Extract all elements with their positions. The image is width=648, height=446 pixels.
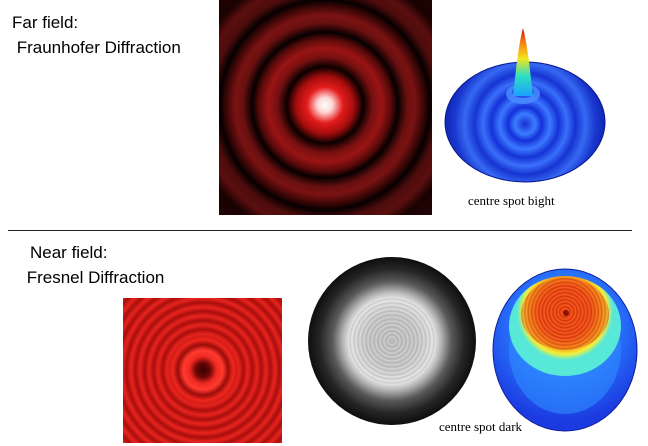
near-field-title: Near field: (30, 243, 108, 262)
fresnel-pattern-image (123, 298, 282, 443)
surface-disc (445, 62, 605, 182)
central-peak (513, 28, 533, 96)
airy-disk-pattern (219, 0, 432, 215)
near-field-surface-plot (491, 266, 641, 434)
far-field-title: Far field: (12, 13, 79, 32)
near-field-caption: centre spot dark (439, 419, 523, 434)
section-divider (8, 230, 632, 231)
gray-inner-rings (348, 297, 436, 385)
dark-centre-spot (563, 310, 569, 316)
fresnel-dark-centre (167, 334, 239, 406)
fraunhofer-pattern-image (219, 0, 432, 215)
fraunhofer-subtitle: Fraunhofer Diffraction (12, 38, 181, 57)
far-field-caption: centre spot bight (468, 193, 555, 208)
fresnel-grayscale-disc (307, 256, 477, 426)
far-field-surface-plot (443, 20, 607, 184)
fresnel-subtitle: Fresnel Diffraction (22, 268, 165, 287)
